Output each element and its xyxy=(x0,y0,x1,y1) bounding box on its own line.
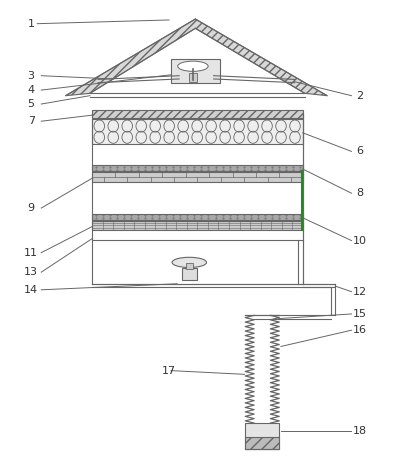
Text: 16: 16 xyxy=(353,325,367,335)
Ellipse shape xyxy=(172,257,206,267)
Bar xyxy=(245,437,279,449)
Bar xyxy=(92,119,303,144)
Bar xyxy=(182,268,196,280)
Bar xyxy=(189,73,196,82)
Text: 2: 2 xyxy=(356,91,363,101)
Text: 9: 9 xyxy=(28,203,35,213)
Bar xyxy=(92,165,303,171)
Text: 5: 5 xyxy=(28,99,35,109)
Bar xyxy=(92,110,303,118)
Ellipse shape xyxy=(178,61,208,71)
Bar xyxy=(245,423,279,449)
Text: 13: 13 xyxy=(24,267,38,277)
Text: 3: 3 xyxy=(28,70,35,81)
Polygon shape xyxy=(66,19,327,96)
Bar xyxy=(171,58,220,83)
Bar xyxy=(186,263,193,269)
Text: 11: 11 xyxy=(24,248,38,258)
Text: 17: 17 xyxy=(162,366,176,376)
Text: 8: 8 xyxy=(356,188,363,198)
Text: 1: 1 xyxy=(28,19,35,29)
Text: 10: 10 xyxy=(353,235,367,245)
Bar xyxy=(92,172,303,182)
Text: 7: 7 xyxy=(28,116,35,126)
Text: 12: 12 xyxy=(353,287,367,297)
Text: 15: 15 xyxy=(353,309,367,319)
Bar xyxy=(92,214,303,219)
Text: 4: 4 xyxy=(28,85,35,95)
Bar xyxy=(92,220,303,230)
Text: 6: 6 xyxy=(356,146,363,157)
Text: 14: 14 xyxy=(24,285,38,295)
Text: 18: 18 xyxy=(353,426,367,436)
